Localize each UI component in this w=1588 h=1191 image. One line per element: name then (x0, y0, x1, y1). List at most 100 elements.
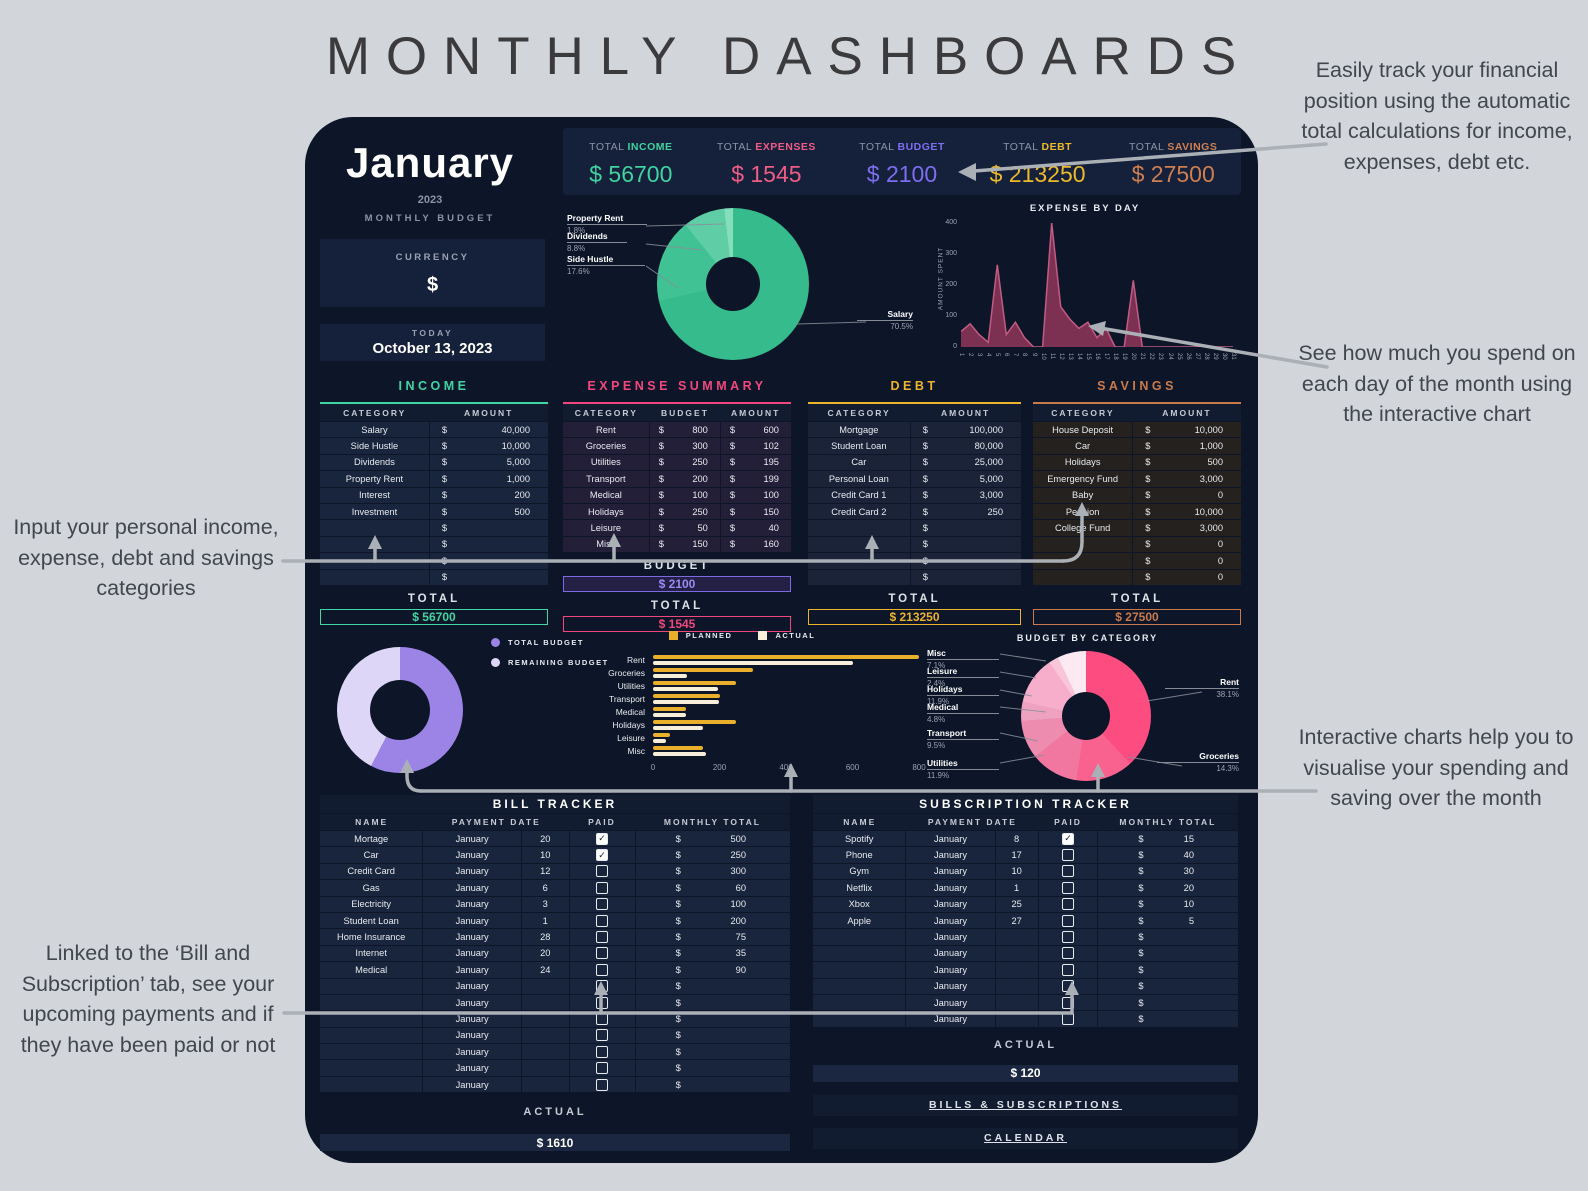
payment-day-cell[interactable] (995, 978, 1038, 994)
expense-by-day-chart[interactable]: EXPENSE BY DAY AMOUNT SPENT 0 100 200 300 40… (923, 203, 1247, 379)
payment-month-cell[interactable]: January (906, 1011, 995, 1027)
category-cell[interactable] (320, 536, 429, 553)
paid-checkbox[interactable] (596, 963, 609, 976)
paid-checkbox[interactable] (1062, 963, 1074, 976)
category-cell[interactable]: Mortgage (808, 422, 910, 438)
name-cell[interactable]: Gym (813, 863, 906, 880)
paid-checkbox[interactable]: ✓ (596, 832, 609, 845)
payment-month-cell[interactable]: January (906, 912, 995, 929)
payment-month-cell[interactable]: January (906, 880, 995, 896)
amount-cell[interactable]: $0 (1133, 487, 1241, 503)
payment-month-cell[interactable]: January (906, 831, 995, 847)
paid-checkbox[interactable] (596, 865, 609, 878)
name-cell[interactable] (320, 1011, 423, 1027)
category-cell[interactable] (808, 520, 910, 536)
name-cell[interactable] (320, 978, 423, 994)
name-cell[interactable]: Electricity (320, 896, 423, 912)
name-cell[interactable]: Mortage (320, 831, 423, 847)
category-cell[interactable] (1033, 569, 1133, 585)
amount-cell[interactable]: $25,000 (910, 454, 1021, 471)
amount-cell[interactable]: $ (1098, 1011, 1238, 1027)
payment-month-cell[interactable]: January (423, 896, 521, 912)
name-cell[interactable]: Student Loan (320, 912, 423, 929)
category-cell[interactable]: College Fund (1033, 520, 1133, 536)
category-cell[interactable]: House Deposit (1033, 422, 1133, 438)
amount-cell[interactable]: $10,000 (1133, 503, 1241, 520)
payment-month-cell[interactable]: January (423, 912, 521, 929)
category-cell[interactable]: Baby (1033, 487, 1133, 503)
amount-cell[interactable]: $0 (1133, 553, 1241, 569)
payment-day-cell[interactable]: 25 (995, 896, 1038, 912)
name-cell[interactable] (813, 978, 906, 994)
paid-checkbox[interactable] (1062, 849, 1074, 862)
payment-day-cell[interactable] (522, 1060, 569, 1076)
budget-by-category-donut-chart[interactable] (1021, 651, 1151, 781)
paid-checkbox[interactable] (1062, 914, 1074, 927)
payment-month-cell[interactable]: January (423, 1011, 521, 1027)
amount-cell[interactable]: $5,000 (910, 471, 1021, 487)
payment-day-cell[interactable]: 6 (522, 880, 569, 896)
category-cell[interactable]: Utilities (563, 454, 649, 471)
category-cell[interactable] (808, 536, 910, 553)
category-cell[interactable]: Transport (563, 471, 649, 487)
amount-cell[interactable]: $ (635, 994, 790, 1011)
amount-cell[interactable]: $199 (720, 471, 791, 487)
amount-cell[interactable]: $ (910, 536, 1021, 553)
name-cell[interactable] (320, 1060, 423, 1076)
paid-checkbox[interactable] (596, 1029, 609, 1042)
amount-cell[interactable]: $35 (635, 945, 790, 962)
name-cell[interactable]: Spotify (813, 831, 906, 847)
payment-day-cell[interactable]: 3 (522, 896, 569, 912)
category-cell[interactable]: Credit Card 1 (808, 487, 910, 503)
amount-cell[interactable]: $300 (635, 863, 790, 880)
paid-checkbox[interactable] (596, 914, 609, 927)
amount-cell[interactable]: $3,000 (910, 487, 1021, 503)
name-cell[interactable] (813, 994, 906, 1011)
amount-cell[interactable]: $200 (635, 912, 790, 929)
amount-cell[interactable]: $30 (1098, 863, 1238, 880)
category-cell[interactable]: Dividends (320, 454, 429, 471)
amount-cell[interactable]: $ (635, 978, 790, 994)
name-cell[interactable]: Apple (813, 912, 906, 929)
amount-cell[interactable]: $ (635, 1044, 790, 1060)
category-cell[interactable]: Salary (320, 422, 429, 438)
category-cell[interactable]: Emergency Fund (1033, 471, 1133, 487)
paid-checkbox[interactable] (596, 996, 609, 1009)
amount-cell[interactable]: $15 (1098, 831, 1238, 847)
amount-cell[interactable]: $60 (635, 880, 790, 896)
payment-month-cell[interactable]: January (906, 945, 995, 962)
category-cell[interactable]: Misc (563, 536, 649, 553)
paid-checkbox[interactable] (596, 1078, 609, 1091)
payment-day-cell[interactable]: 1 (522, 912, 569, 929)
name-cell[interactable]: Credit Card (320, 863, 423, 880)
paid-checkbox[interactable] (596, 881, 609, 894)
payment-day-cell[interactable] (522, 1044, 569, 1060)
name-cell[interactable]: Xbox (813, 896, 906, 912)
amount-cell[interactable]: $195 (720, 454, 791, 471)
amount-cell[interactable]: $250 (649, 454, 720, 471)
amount-cell[interactable]: $ (429, 536, 548, 553)
category-cell[interactable] (320, 520, 429, 536)
category-cell[interactable]: Holidays (563, 503, 649, 520)
amount-cell[interactable]: $ (635, 1011, 790, 1027)
amount-cell[interactable]: $600 (720, 422, 791, 438)
category-cell[interactable]: Rent (563, 422, 649, 438)
amount-cell[interactable]: $1,000 (1133, 438, 1241, 454)
category-cell[interactable] (1033, 553, 1133, 569)
amount-cell[interactable]: $ (1098, 945, 1238, 962)
payment-day-cell[interactable] (522, 1076, 569, 1093)
amount-cell[interactable]: $0 (1133, 569, 1241, 585)
payment-day-cell[interactable]: 20 (522, 831, 569, 847)
name-cell[interactable] (320, 994, 423, 1011)
paid-checkbox[interactable] (1062, 1012, 1074, 1025)
amount-cell[interactable]: $40,000 (429, 422, 548, 438)
amount-cell[interactable]: $10 (1098, 896, 1238, 912)
amount-cell[interactable]: $0 (1133, 536, 1241, 553)
paid-checkbox[interactable] (596, 1045, 609, 1058)
amount-cell[interactable]: $ (429, 569, 548, 585)
paid-checkbox[interactable] (596, 947, 609, 960)
paid-checkbox[interactable] (1062, 881, 1074, 894)
amount-cell[interactable]: $800 (649, 422, 720, 438)
category-cell[interactable]: Groceries (563, 438, 649, 454)
amount-cell[interactable]: $ (910, 553, 1021, 569)
